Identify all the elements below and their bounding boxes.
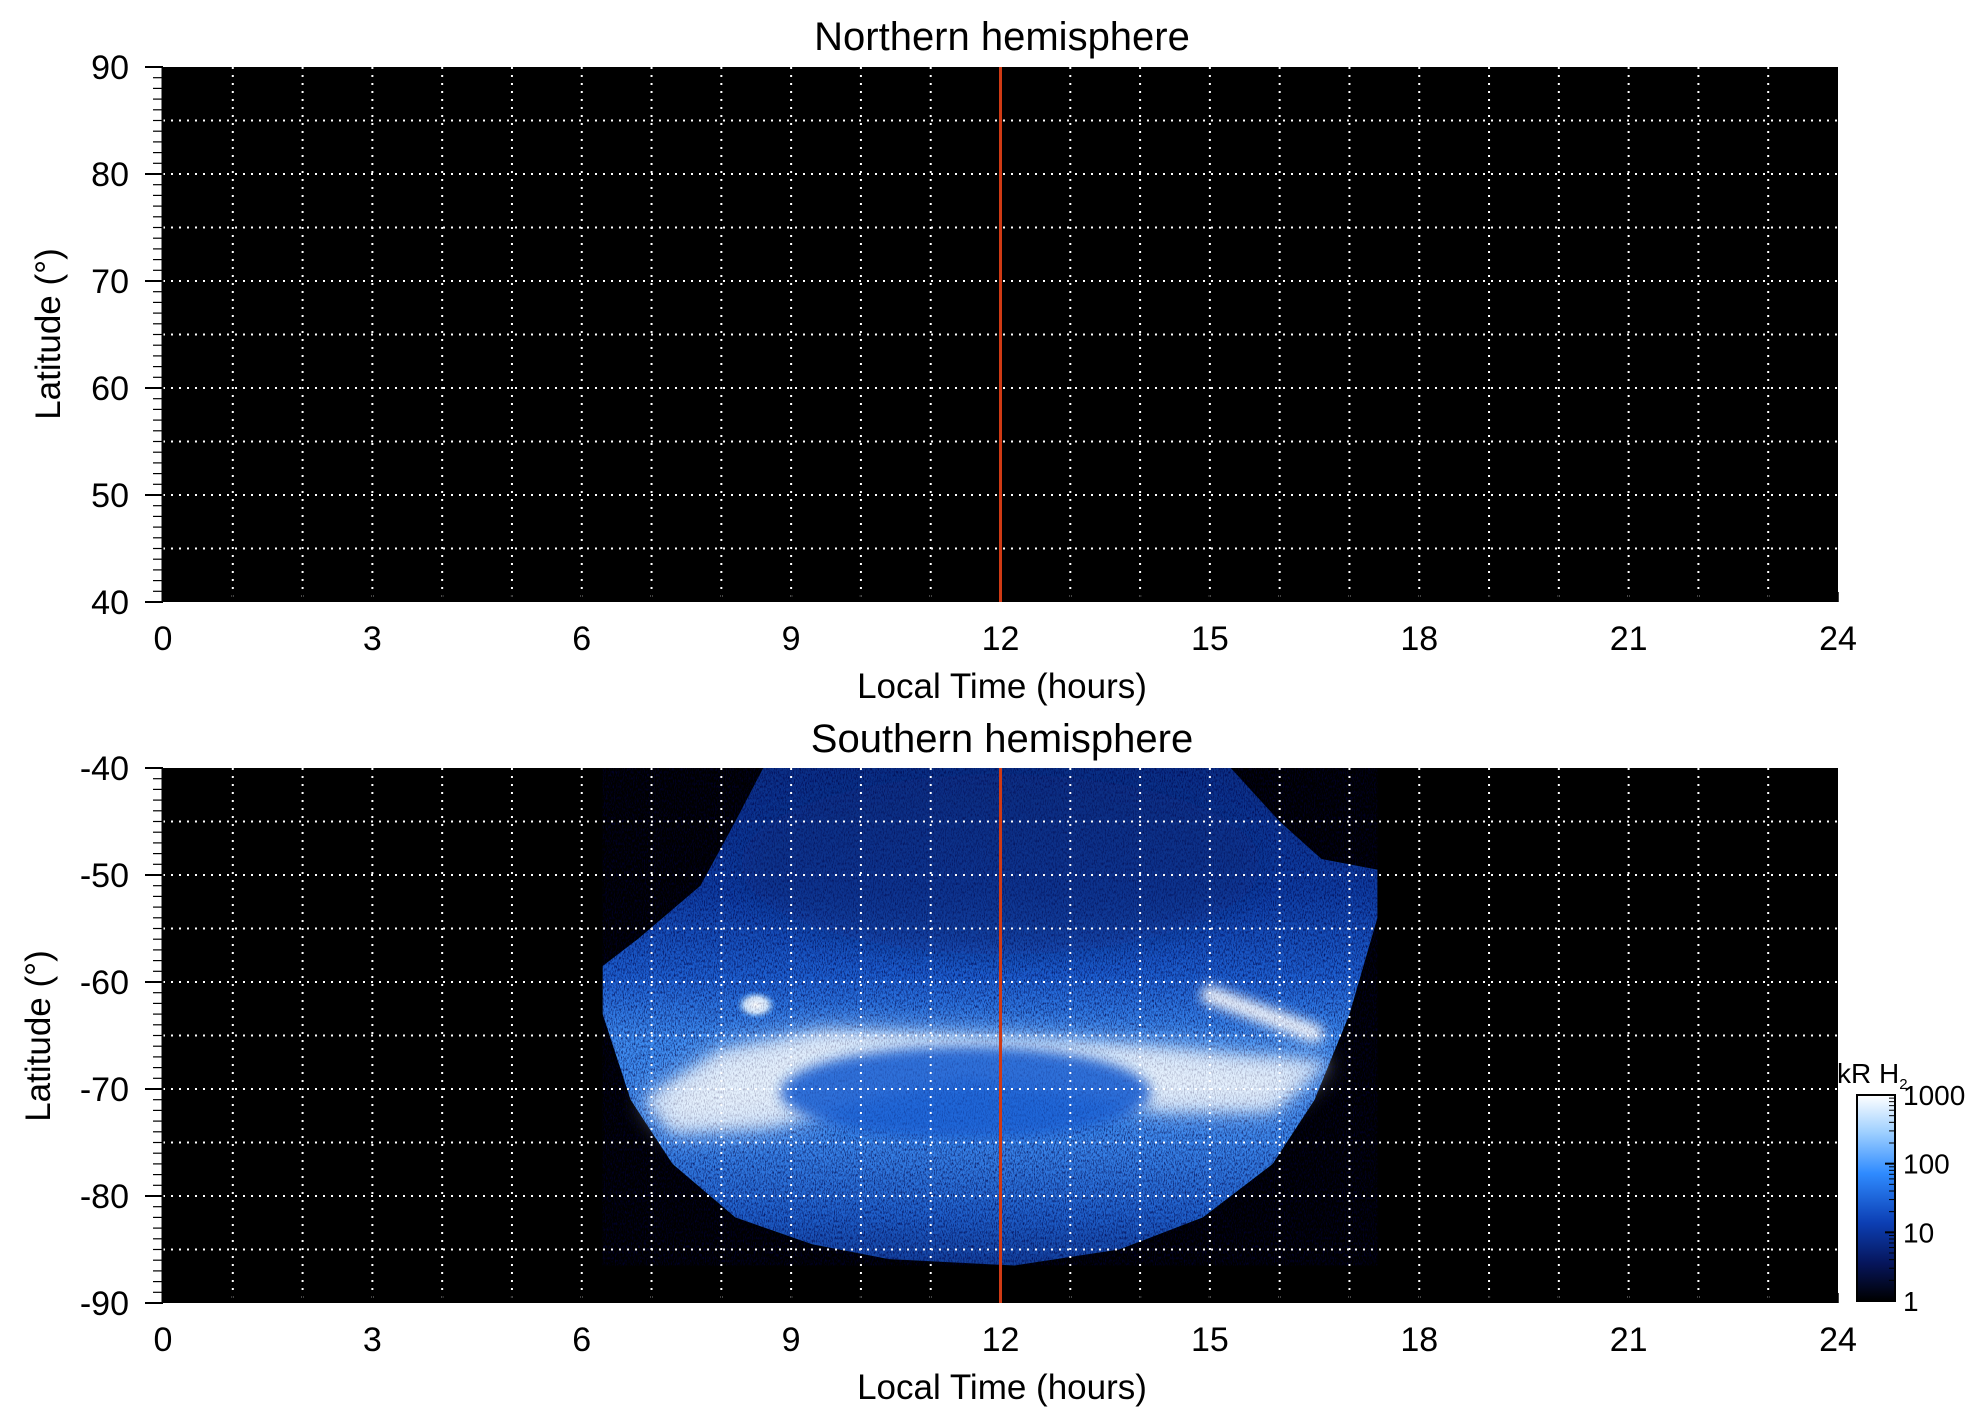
north-y-tick-label: 80 [91,156,129,194]
south-y-tick-labels: -40 -50 -60 -70 -80 -90 [80,750,129,1323]
south-x-axis-label: Local Time (hours) [857,1368,1147,1407]
south-x-tick-label: 0 [154,1321,173,1359]
south-x-tick-label: 3 [363,1321,382,1359]
colorbar: kR H2 1000 100 10 1 [1837,1058,1965,1317]
north-y-tick-label: 60 [91,370,129,408]
north-x-tick-label: 3 [363,620,382,658]
north-x-tick-label: 24 [1819,620,1857,658]
north-x-tick-label: 9 [782,620,801,658]
colorbar-gradient [1856,1094,1896,1302]
colorbar-unit-subscript: 2 [1899,1076,1907,1093]
south-auroral-emission [602,768,1378,1266]
south-y-axis-label: Latitude (°) [19,950,58,1122]
north-x-tick-label: 0 [154,620,173,658]
north-y-tick-label: 50 [91,477,129,515]
north-x-tick-label: 12 [982,620,1020,658]
south-y-tick-label: -60 [80,964,129,1002]
north-x-axis-label: Local Time (hours) [857,667,1147,706]
south-x-tick-label: 12 [982,1321,1020,1359]
north-y-axis-label: Latitude (°) [29,248,68,420]
south-x-tick-label: 21 [1610,1321,1648,1359]
south-x-tick-label: 6 [572,1321,591,1359]
north-y-tick-labels: 90 80 70 60 50 40 [91,49,129,622]
south-y-tick-label: -80 [80,1178,129,1216]
south-gridlines [163,768,1838,1303]
colorbar-tick-label: 1000 [1903,1080,1965,1111]
north-panel-title: Northern hemisphere [814,15,1190,59]
south-x-tick-label: 9 [782,1321,801,1359]
colorbar-tick-label: 100 [1903,1149,1950,1180]
north-x-tick-label: 15 [1191,620,1229,658]
emission-grain [602,768,1378,1266]
north-gridlines [163,67,1838,602]
north-x-tick-labels: 0 3 6 9 12 15 18 21 24 [154,620,1857,658]
north-y-tick-label: 90 [91,49,129,87]
southern-hemisphere-panel: Southern hemisphere 0 3 6 9 12 15 18 21 24 -40 -5… [19,717,1857,1407]
colorbar-tick-label: 1 [1903,1286,1919,1317]
north-y-tick-label: 70 [91,263,129,301]
north-x-tick-label: 6 [572,620,591,658]
south-x-tick-labels: 0 3 6 9 12 15 18 21 24 [154,1321,1857,1359]
south-x-tick-label: 18 [1400,1321,1438,1359]
colorbar-unit-main: kR H [1837,1058,1899,1089]
north-x-tick-label: 21 [1610,620,1648,658]
south-x-tick-label: 15 [1191,1321,1229,1359]
south-x-tick-label: 24 [1819,1321,1857,1359]
south-y-tick-label: -40 [80,750,129,788]
south-y-tick-label: -90 [80,1285,129,1323]
north-minor-ticks [145,66,1839,603]
colorbar-ticks: 1000 100 10 1 [1885,1080,1965,1317]
colorbar-tick-label: 10 [1903,1217,1934,1248]
south-y-tick-label: -50 [80,857,129,895]
north-x-tick-label: 18 [1400,620,1438,658]
south-y-tick-label: -70 [80,1071,129,1109]
north-y-tick-label: 40 [91,584,129,622]
south-panel-title: Southern hemisphere [811,717,1193,761]
colorbar-unit-label: kR H2 [1837,1058,1908,1093]
northern-hemisphere-panel: Northern hemisphere 0 3 6 9 12 15 18 21 24 90 80 7… [29,15,1857,706]
